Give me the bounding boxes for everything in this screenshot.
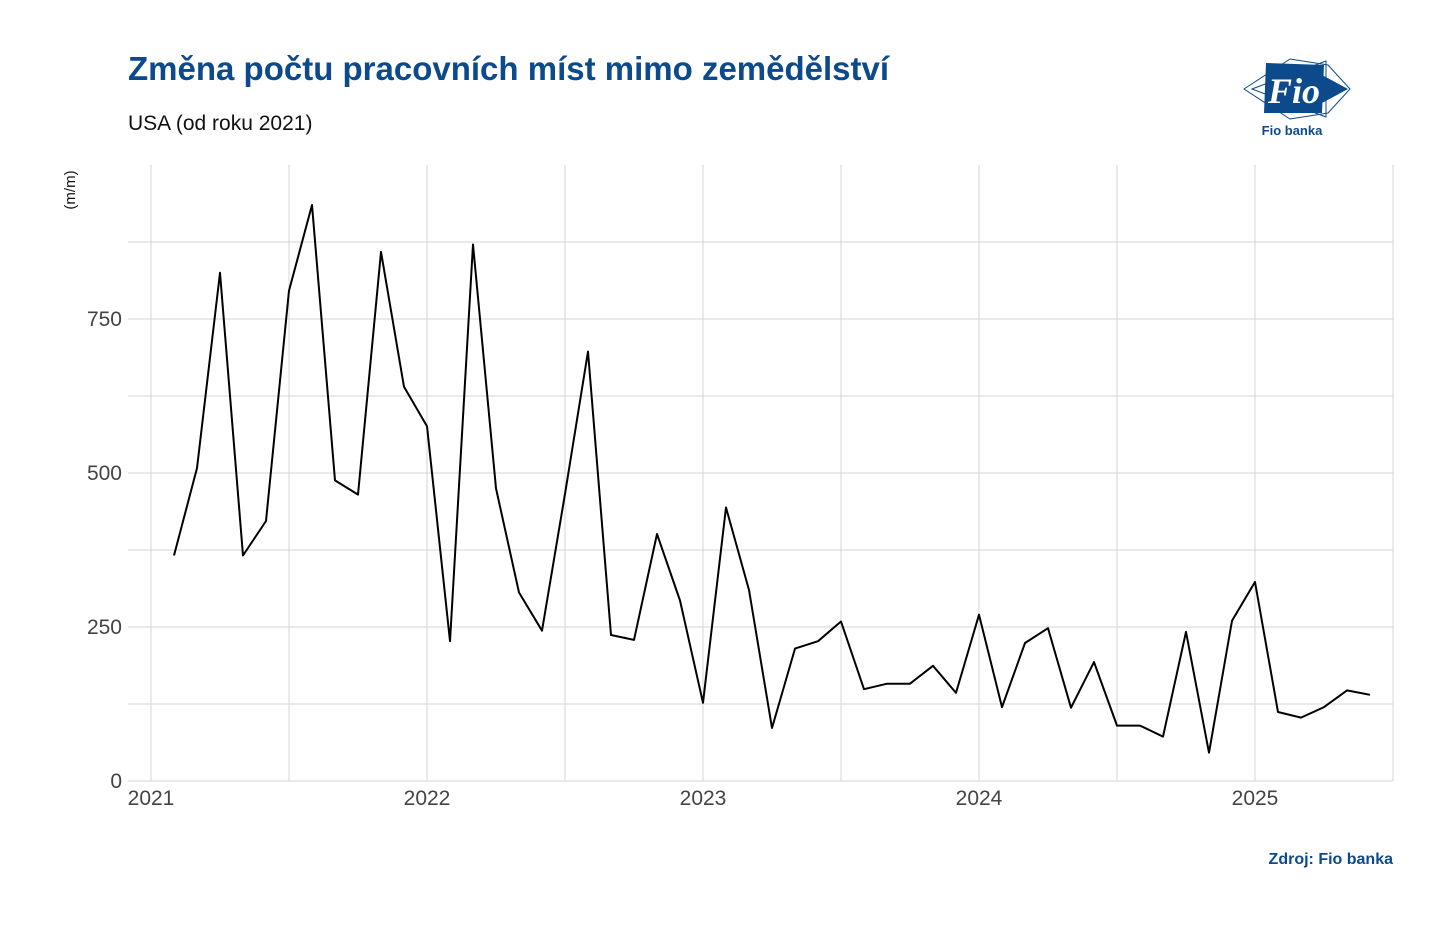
chart-subtitle: USA (od roku 2021)	[128, 112, 313, 135]
y-axis-label: (m/m)	[62, 170, 79, 209]
y-tick-label: 750	[87, 308, 122, 331]
x-tick-label: 2024	[956, 787, 1003, 810]
x-tick-label: 2021	[128, 787, 175, 810]
logo-text: Fio	[1267, 71, 1320, 111]
logo-caption: Fio banka	[1262, 123, 1323, 138]
chart-title: Změna počtu pracovních míst mimo zeměděl…	[128, 50, 890, 87]
x-tick-label: 2023	[680, 787, 727, 810]
series-line	[173, 204, 1371, 754]
series-points	[173, 205, 1371, 753]
y-axis-ticks: 0 250 500 750	[87, 308, 122, 793]
fio-flag-icon: Fio Fio banka	[1243, 58, 1351, 138]
chart-grid	[128, 165, 1394, 782]
y-tick-label: 500	[87, 462, 122, 485]
x-tick-label: 2025	[1232, 787, 1279, 810]
x-axis-ticks: 2021 2022 2023 2024 2025	[128, 787, 1279, 810]
source-note: Zdroj: Fio banka	[1268, 851, 1393, 868]
fio-logo: Fio Fio banka	[1236, 55, 1356, 145]
y-tick-label: 0	[110, 770, 122, 793]
y-tick-label: 250	[87, 616, 122, 639]
x-tick-label: 2022	[404, 787, 451, 810]
